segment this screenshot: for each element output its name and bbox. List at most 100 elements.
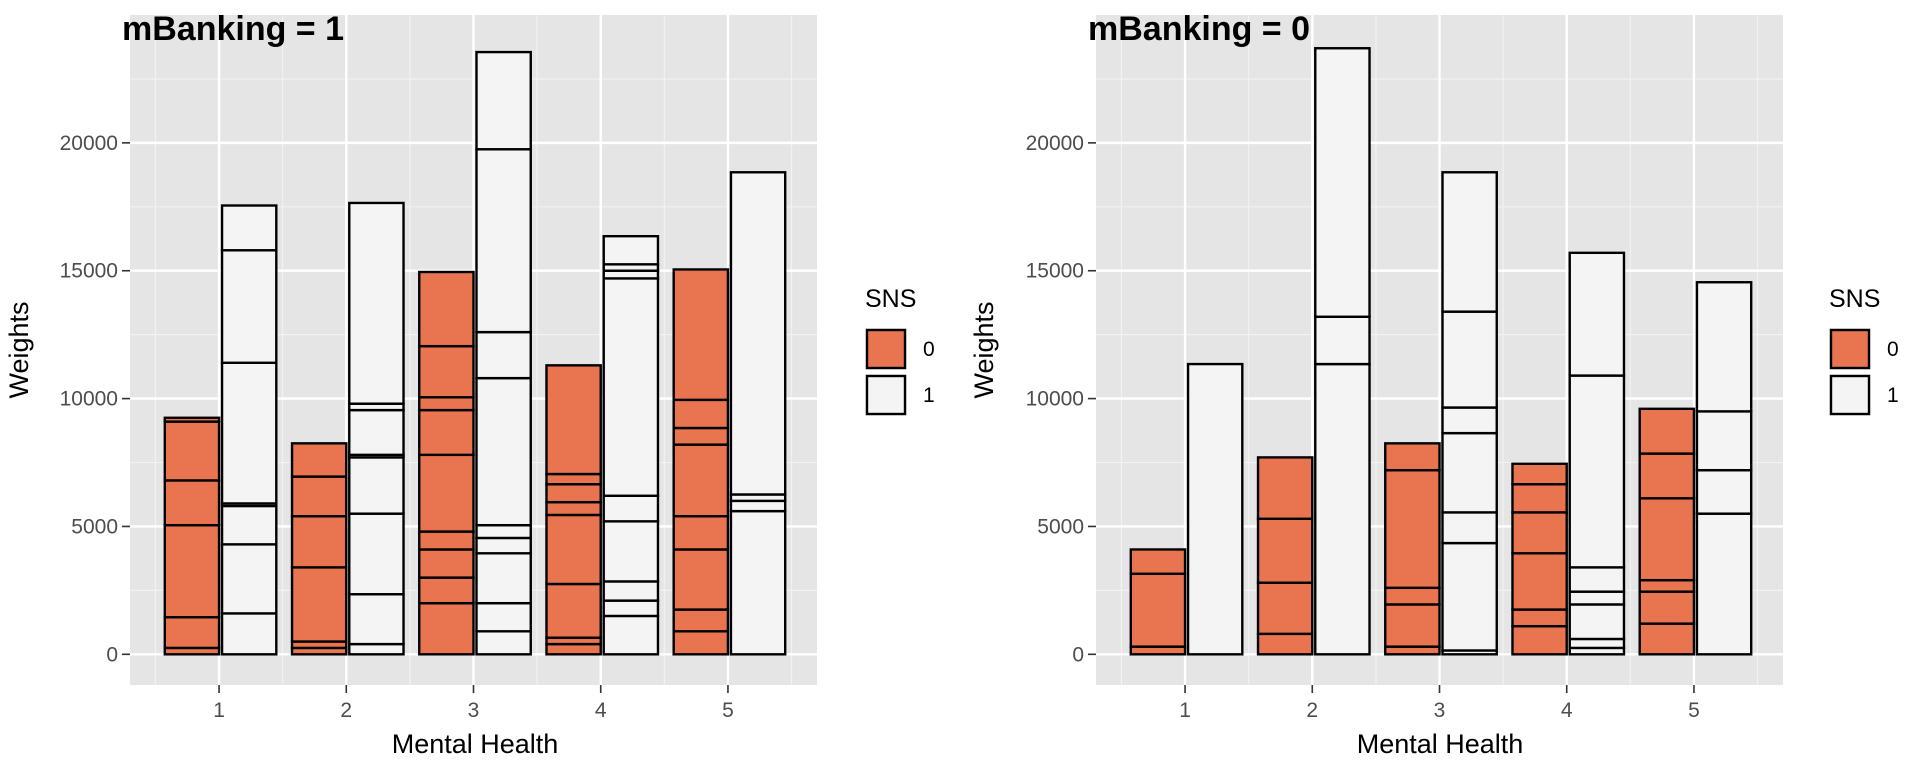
bar-segment-sns0-cat2 <box>1256 632 1314 656</box>
y-tick-label: 15000 <box>1026 260 1084 283</box>
bar-segment-sns0-cat3 <box>1384 586 1441 606</box>
bar-segment-sns0-cat4 <box>545 483 602 504</box>
y-tick-label: 20000 <box>60 132 118 155</box>
bar-segment-sns0-cat2 <box>1256 581 1314 636</box>
x-tick-label: 1 <box>213 699 225 722</box>
bar-segment-sns0-cat2 <box>290 475 348 518</box>
bar-segment-sns1-cat4 <box>602 277 660 497</box>
bar-segment-sns1-cat5 <box>1695 512 1753 656</box>
bar-segment-sns0-cat5 <box>1638 590 1696 625</box>
bar-segment-sns1-cat1 <box>220 204 278 252</box>
panel-title: mBanking = 0 <box>1088 10 1310 48</box>
bar-segment-sns0-cat4 <box>545 472 602 486</box>
bar-segment-sns0-cat3 <box>418 396 475 412</box>
bar-segment-sns0-cat4 <box>545 642 602 656</box>
legend-swatch-sns0 <box>1829 328 1871 370</box>
legend-swatch-sns1 <box>1829 374 1871 416</box>
x-tick-label: 3 <box>1434 699 1446 722</box>
legend-label: 0 <box>1887 338 1899 361</box>
bar-segment-sns0-cat3 <box>418 344 475 399</box>
bar-segment-sns1-cat1 <box>220 249 278 364</box>
bar-segment-sns1-cat2 <box>348 593 405 646</box>
bar-segment-sns1-cat4 <box>602 520 660 583</box>
bar-segment-sns0-cat2 <box>1256 517 1314 584</box>
legend-label: 1 <box>923 384 935 407</box>
bar-segment-sns0-cat3 <box>1384 603 1441 648</box>
bar-segment-sns0-cat1 <box>163 616 221 650</box>
bar-segment-sns1-cat4 <box>602 599 660 618</box>
bar-segment-sns1-cat2 <box>348 408 405 457</box>
legend-label: 1 <box>1887 384 1899 407</box>
x-tick-label: 3 <box>468 699 480 722</box>
bar-segment-sns0-cat1 <box>1129 548 1187 575</box>
x-axis-title: Mental Health <box>392 729 559 759</box>
bar-segment-sns1-cat5 <box>1695 410 1753 472</box>
bar-segment-sns0-cat5 <box>672 398 730 430</box>
bar-segment-sns0-cat1 <box>163 416 221 423</box>
bar-segment-sns1-cat5 <box>1695 281 1753 413</box>
x-tick-label: 4 <box>1561 699 1573 722</box>
legend-swatch-sns0 <box>865 328 907 370</box>
bar-segment-sns0-cat5 <box>1638 578 1696 593</box>
y-tick-label: 15000 <box>60 260 118 283</box>
bar-segment-sns1-cat1 <box>220 504 278 546</box>
bar-segment-sns0-cat5 <box>1638 622 1696 656</box>
bar-segment-sns1-cat4 <box>1568 637 1626 650</box>
bar-segment-sns0-cat5 <box>672 630 730 656</box>
bar-segment-sns0-cat5 <box>672 515 730 551</box>
chart-panel-0: 0 5000 10000 15000 20000 1 2 3 4 5 Mental Health We… <box>4 10 935 759</box>
x-tick-label: 5 <box>1688 699 1700 722</box>
x-tick-label: 2 <box>340 699 352 722</box>
bar-segment-sns0-cat4 <box>1511 462 1568 486</box>
bar-segment-sns0-cat2 <box>290 566 348 643</box>
legend-swatch-sns1 <box>865 374 907 416</box>
x-tick-label: 1 <box>1179 699 1191 722</box>
x-tick-label: 5 <box>722 699 734 722</box>
bar-segment-sns1-cat4 <box>1568 251 1626 377</box>
bar-segment-sns0-cat5 <box>672 268 730 402</box>
bar-segment-sns0-cat4 <box>1511 608 1568 628</box>
bar-segment-sns0-cat5 <box>672 443 730 518</box>
bar-segment-sns0-cat4 <box>545 582 602 639</box>
bar-segment-sns0-cat4 <box>1511 624 1568 656</box>
legend: SNS 0 1 <box>865 285 935 416</box>
bar-segment-sns0-cat4 <box>545 500 602 517</box>
y-tick-label: 0 <box>106 643 118 666</box>
bar-segment-sns1-cat3 <box>475 601 532 633</box>
bar-segment-sns0-cat5 <box>672 548 730 611</box>
bar-segment-sns0-cat5 <box>672 426 730 446</box>
bar-segment-sns0-cat2 <box>290 515 348 569</box>
bar-segment-sns1-cat3 <box>475 50 532 151</box>
bar-segment-sns1-cat3 <box>475 630 532 656</box>
bar-segment-sns0-cat3 <box>1384 468 1441 590</box>
bar-segment-sns1-cat5 <box>729 171 787 496</box>
bar-segment-sns0-cat3 <box>1384 442 1441 472</box>
bar-segment-sns1-cat3 <box>475 536 532 555</box>
bar-segment-sns1-cat5 <box>729 509 787 656</box>
bar-segment-sns1-cat2 <box>1314 47 1371 318</box>
bar-segment-sns1-cat4 <box>602 494 660 523</box>
bar-segment-sns0-cat3 <box>418 601 475 656</box>
bar-segment-sns1-cat3 <box>1441 511 1498 545</box>
bar-segment-sns1-cat2 <box>348 512 405 596</box>
bar-segment-sns1-cat4 <box>1568 603 1626 641</box>
y-tick-label: 10000 <box>1026 388 1084 411</box>
bar-segment-sns0-cat3 <box>418 576 475 605</box>
x-axis-title: Mental Health <box>1357 729 1524 759</box>
bar-segment-sns1-cat1 <box>220 612 278 656</box>
bar-segment-sns0-cat5 <box>1638 452 1696 500</box>
bar-segment-sns1-cat1 <box>220 543 278 615</box>
bar-segment-sns1-cat2 <box>348 201 405 405</box>
bar-segment-sns0-cat2 <box>1256 456 1314 520</box>
bar-segment-sns0-cat1 <box>163 523 221 619</box>
y-tick-label: 0 <box>1072 643 1084 666</box>
bar-segment-sns1-cat3 <box>1441 171 1498 313</box>
bar-segment-sns0-cat4 <box>1511 511 1568 555</box>
bar-segment-sns0-cat3 <box>418 530 475 551</box>
y-axis-title: Weights <box>4 301 34 398</box>
bar-segment-sns1-cat3 <box>475 523 532 540</box>
bar-segment-sns1-cat3 <box>475 552 532 605</box>
bar-segment-sns0-cat4 <box>1511 552 1568 611</box>
bar-segment-sns1-cat3 <box>475 148 532 334</box>
